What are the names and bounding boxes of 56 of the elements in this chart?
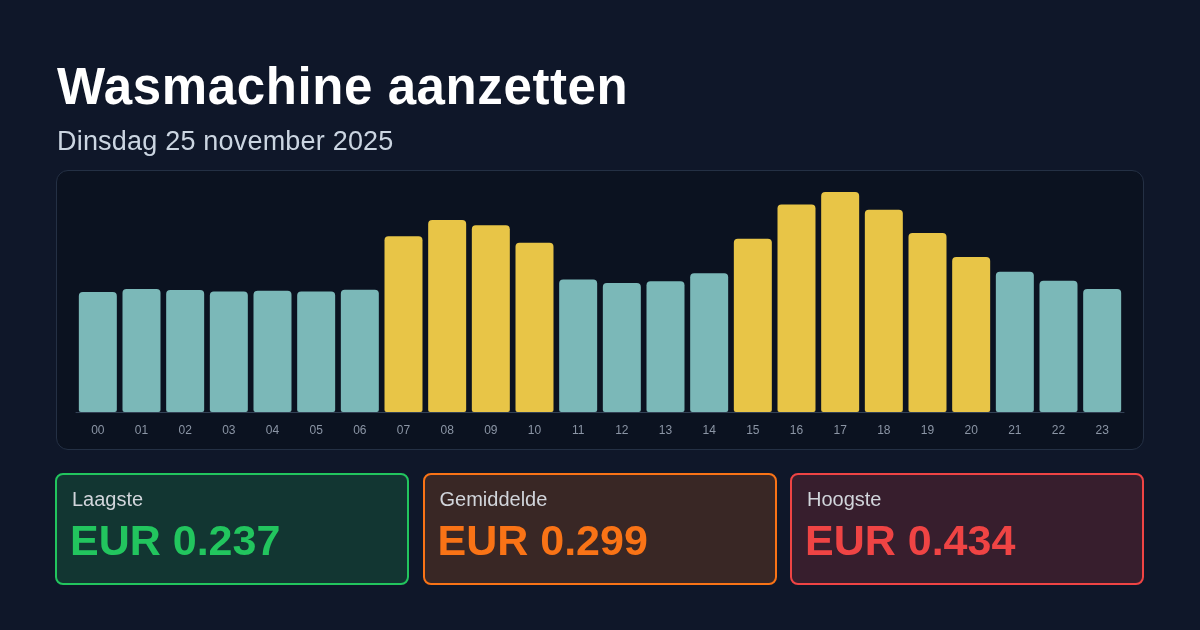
text: EUR 0.237: [70, 516, 281, 565]
bar: [78, 291, 117, 412]
bar: [384, 236, 423, 412]
x-tick-label: 08: [440, 423, 455, 437]
bar: [733, 238, 772, 412]
x-tick-label: 21: [1008, 423, 1022, 437]
bar: [821, 192, 860, 412]
x-tick-label: 01: [134, 423, 149, 437]
bar: [864, 209, 903, 412]
x-tick-label: 22: [1051, 423, 1066, 437]
bar: [559, 279, 598, 412]
x-tick-label: 13: [658, 423, 673, 437]
bar: [209, 291, 248, 412]
x-tick-label: 16: [789, 423, 804, 437]
bar: [1039, 280, 1078, 412]
x-tick-label: 18: [877, 423, 891, 437]
x-tick-label: 10: [527, 423, 542, 437]
x-tick-label: 04: [265, 423, 280, 437]
text: Hoogste: [807, 488, 882, 511]
bar: [690, 273, 729, 412]
x-tick-label: 05: [309, 423, 324, 437]
bar: [471, 225, 510, 412]
x-tick-label: 09: [484, 423, 498, 437]
bar: [777, 204, 816, 412]
bar: [995, 271, 1034, 412]
text: Gemiddelde: [439, 488, 548, 511]
bar: [602, 283, 641, 412]
bar: [908, 232, 947, 412]
chart-title: Wasmachine aanzetten: [57, 58, 629, 116]
bar: [340, 289, 379, 412]
x-tick-label: 03: [222, 423, 236, 437]
x-tick-label: 19: [920, 423, 935, 437]
bar: [122, 289, 161, 412]
x-tick-label: 17: [833, 423, 848, 437]
x-tick-label: 23: [1095, 423, 1110, 437]
x-tick-label: 12: [615, 423, 629, 437]
x-tick-label: 11: [571, 423, 585, 437]
text: EUR 0.434: [805, 516, 1016, 565]
x-tick-label: 00: [91, 423, 105, 437]
bar: [515, 242, 554, 412]
text: Laagste: [72, 488, 144, 511]
bar: [428, 219, 467, 412]
x-tick-label: 02: [178, 423, 193, 437]
x-tick-label: 14: [702, 423, 717, 437]
x-tick-label: 15: [746, 423, 760, 437]
text: EUR 0.299: [437, 516, 648, 565]
bar: [166, 290, 205, 412]
bar: [952, 256, 991, 412]
x-tick-label: 06: [353, 423, 367, 437]
bar: [253, 290, 292, 412]
bar: [646, 281, 685, 412]
x-tick-label: 20: [964, 423, 979, 437]
chart-subtitle: Dinsdag 25 november 2025: [57, 125, 395, 157]
bar: [297, 291, 336, 412]
bar: [1083, 289, 1122, 412]
x-tick-label: 07: [396, 423, 411, 437]
